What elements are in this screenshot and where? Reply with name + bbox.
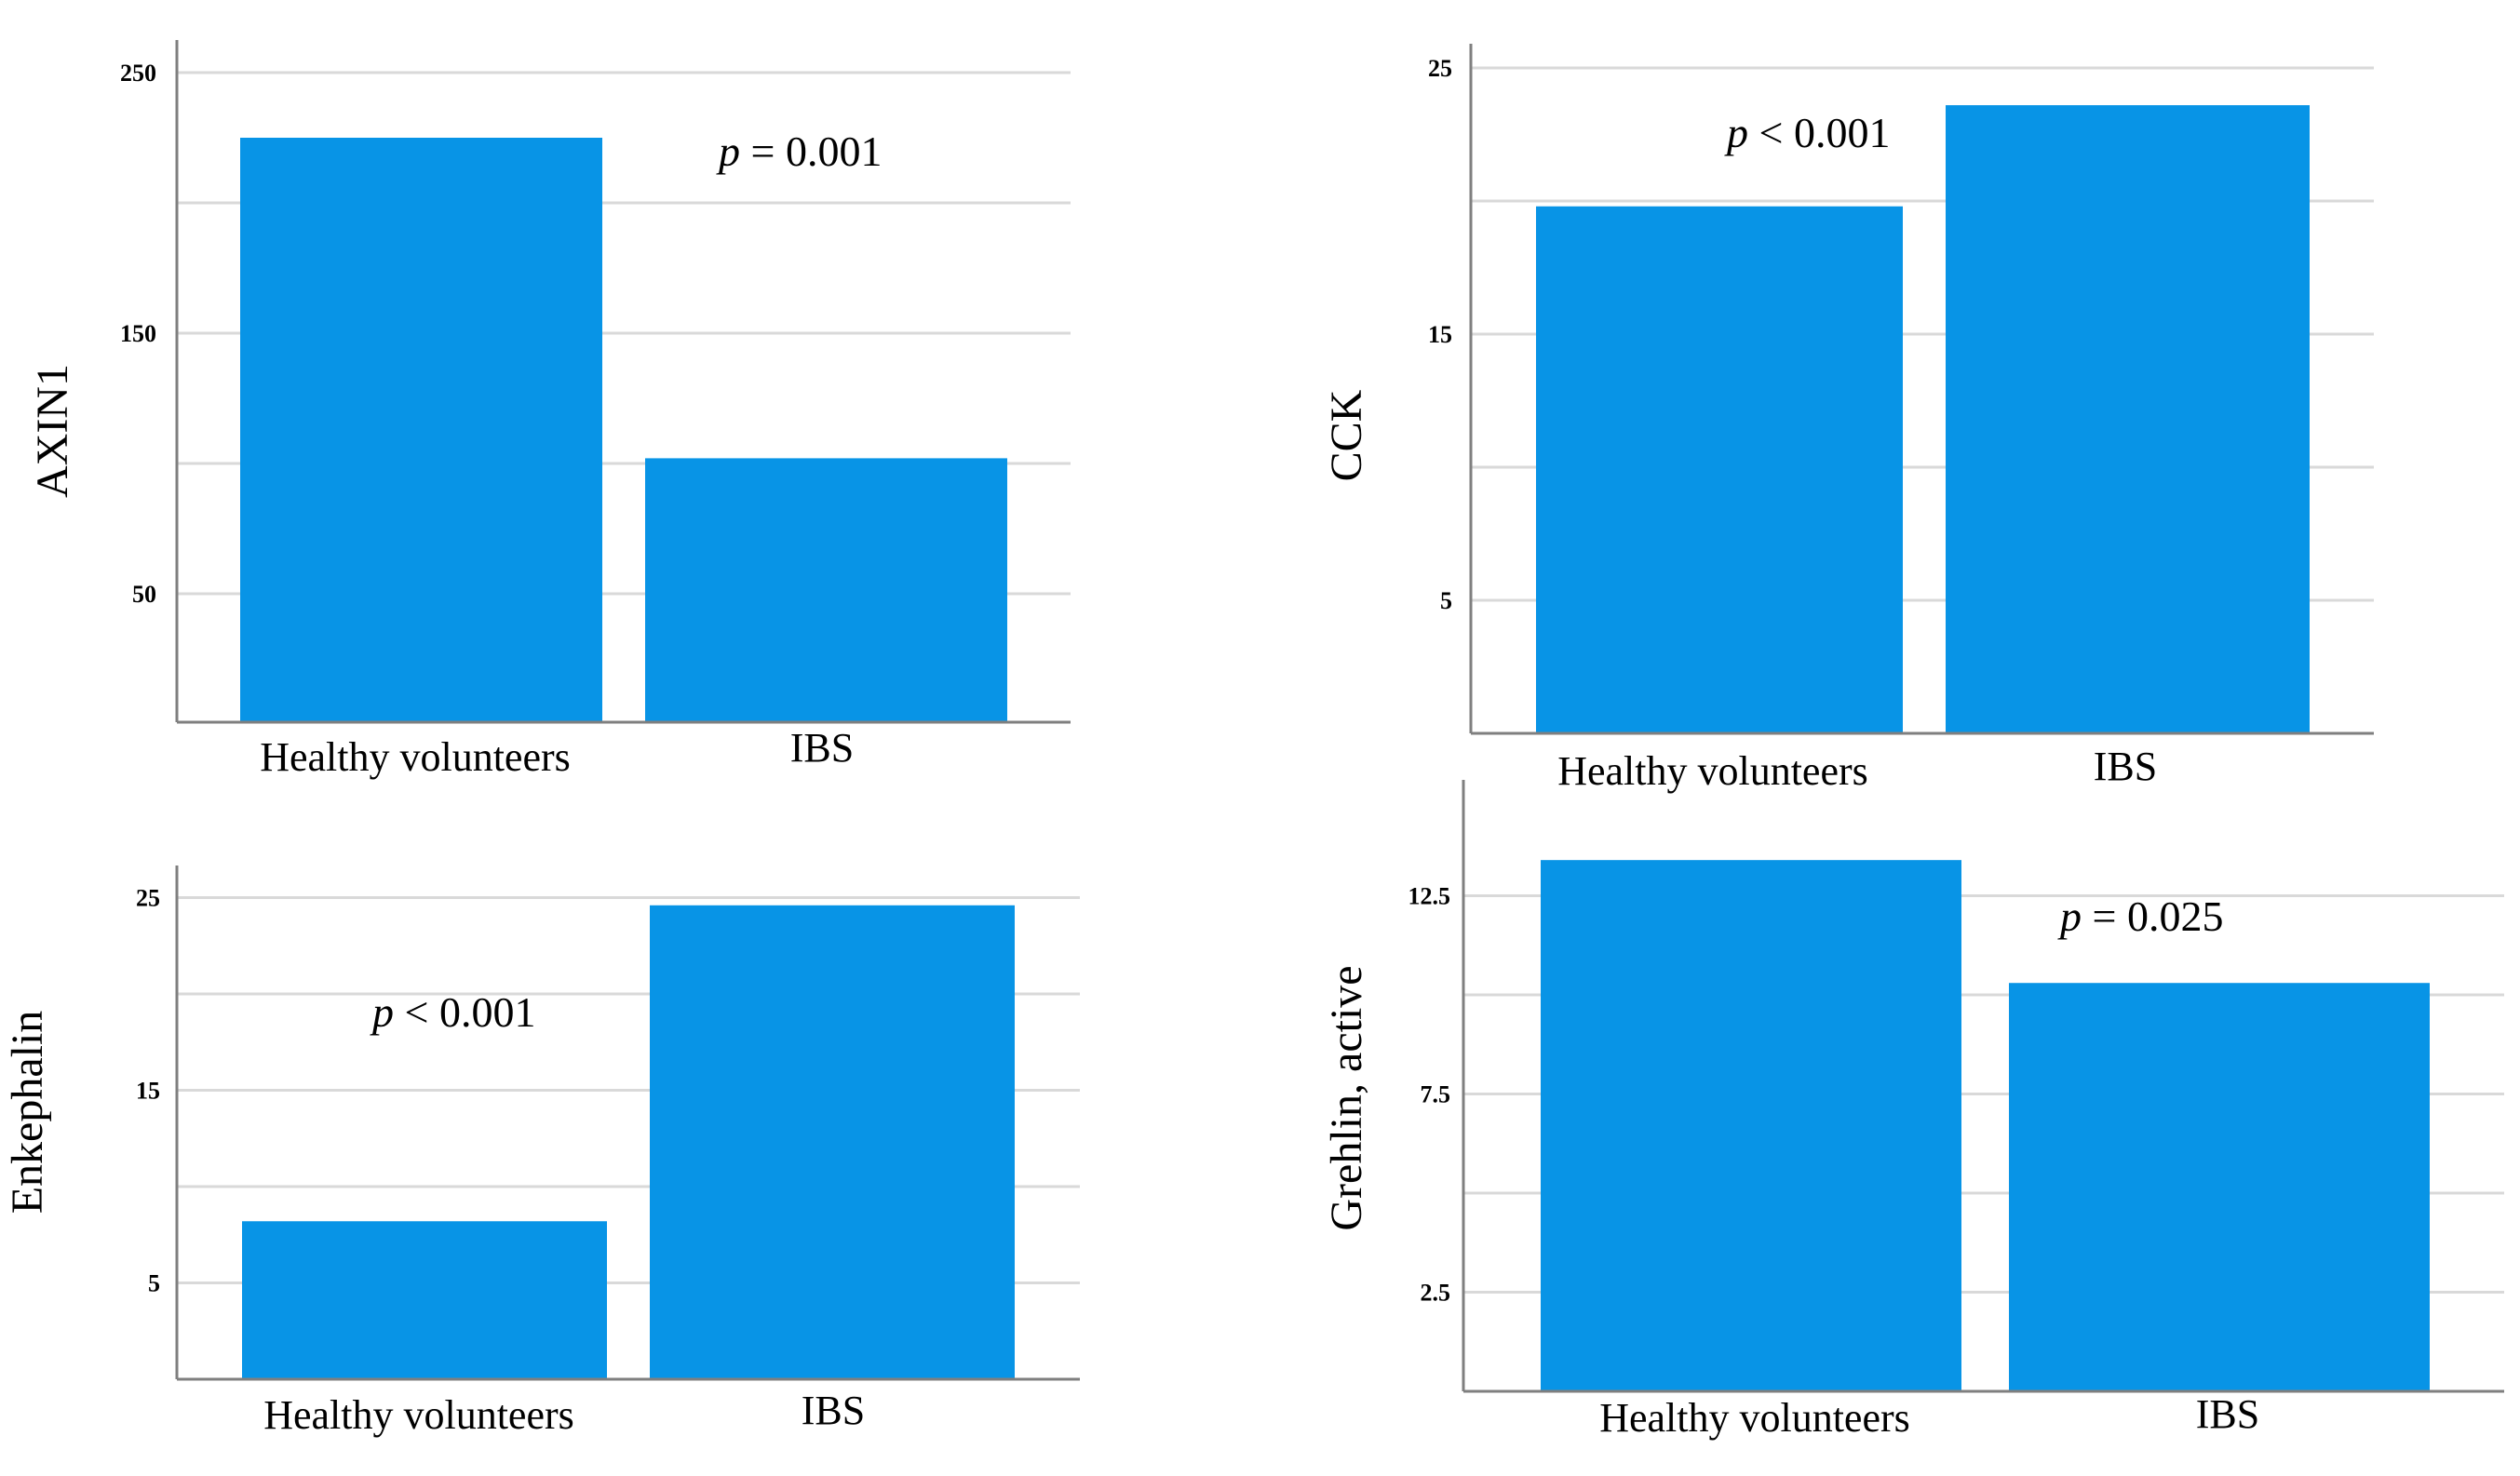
bar-ibs <box>1946 105 2310 734</box>
y-tick-label: 50 <box>132 581 156 608</box>
y-tick-label: 150 <box>120 320 156 347</box>
x-category-label: IBS <box>2094 744 2157 789</box>
x-category-label: Healthy volunteers <box>260 734 571 780</box>
p-value-annotation: p < 0.001 <box>370 988 535 1036</box>
chart-panel-4: 2.5 7.5 12.5 Healthy volunteers IBS Grehlin, … <box>1322 780 2504 1441</box>
bar-healthy-volunteers <box>240 138 602 722</box>
y-tick-label: 15 <box>136 1078 160 1105</box>
bar-healthy-volunteers <box>242 1221 607 1379</box>
p-value-text: = 0.025 <box>2082 892 2223 940</box>
y-tick-label: 7.5 <box>1421 1081 1451 1108</box>
p-symbol: p <box>370 988 394 1036</box>
x-category-label: IBS <box>2196 1391 2259 1437</box>
y-axis-title: Grehlin, active <box>1322 965 1371 1230</box>
x-category-label: IBS <box>790 725 854 771</box>
y-tick-label: 250 <box>120 60 156 87</box>
x-category-label: IBS <box>802 1388 865 1433</box>
bar-healthy-volunteers <box>1541 860 1961 1391</box>
p-symbol: p <box>2057 892 2082 940</box>
p-value-annotation: p = 0.025 <box>2057 892 2223 940</box>
y-tick-label: 25 <box>136 885 160 912</box>
y-tick-label: 25 <box>1428 55 1452 82</box>
bar-ibs <box>2009 983 2430 1391</box>
bar-ibs <box>645 458 1007 722</box>
bar-healthy-volunteers <box>1536 206 1903 734</box>
chart-panel-1: 50 150 250 Healthy volunteers IBS AXIN1 p = 0.… <box>28 40 1071 780</box>
chart-panel-3: 5 15 25 Healthy volunteers IBS Enkephalin p < … <box>3 865 1080 1438</box>
y-tick-label: 15 <box>1428 321 1452 348</box>
y-tick-label: 2.5 <box>1421 1280 1451 1307</box>
bar-ibs <box>650 905 1015 1379</box>
y-tick-label: 5 <box>1440 587 1452 614</box>
p-value-annotation: p = 0.001 <box>716 127 882 175</box>
p-value-text: < 0.001 <box>1748 109 1890 156</box>
y-tick-label: 5 <box>148 1270 160 1297</box>
p-value-annotation: p < 0.001 <box>1724 109 1890 156</box>
x-category-label: Healthy volunteers <box>263 1392 574 1438</box>
y-axis-title: CCK <box>1322 389 1371 481</box>
p-value-text: = 0.001 <box>740 127 882 175</box>
p-symbol: p <box>1724 109 1748 156</box>
p-symbol: p <box>716 127 740 175</box>
x-category-label: Healthy volunteers <box>1599 1395 1910 1441</box>
y-axis-title: Enkephalin <box>3 1011 52 1214</box>
p-value-text: < 0.001 <box>394 988 535 1036</box>
y-axis-title: AXIN1 <box>28 364 77 498</box>
x-category-label: Healthy volunteers <box>1557 748 1868 794</box>
y-tick-label: 12.5 <box>1408 883 1451 910</box>
chart-panel-2: 5 15 25 Healthy volunteers IBS CCK p < 0.001 <box>1322 44 2374 794</box>
